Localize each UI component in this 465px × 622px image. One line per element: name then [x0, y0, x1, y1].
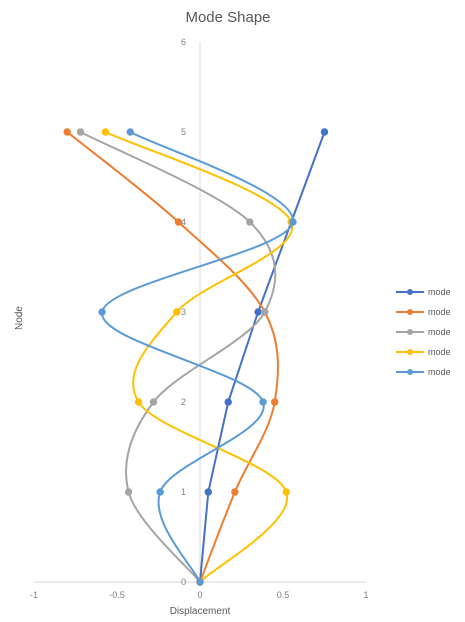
data-point	[127, 129, 133, 135]
data-point	[260, 399, 266, 405]
data-point	[255, 309, 261, 315]
legend-marker	[407, 349, 413, 355]
x-tick-label: 1	[363, 590, 368, 600]
y-tick-label: 0	[181, 577, 186, 587]
x-tick-labels: -1 -0.5 0 0.5 1	[30, 590, 369, 600]
data-point	[174, 309, 180, 315]
legend-marker	[407, 369, 413, 375]
data-point	[157, 489, 163, 495]
legend-entry: mode	[396, 327, 451, 337]
legend-label: mode	[428, 307, 451, 317]
legend-entry: mode	[396, 347, 451, 357]
legend-marker	[407, 309, 413, 315]
data-point	[197, 579, 203, 585]
axes	[34, 42, 366, 582]
data-point	[225, 399, 231, 405]
legend-marker	[407, 289, 413, 295]
legend-entry: mode	[396, 287, 451, 297]
series-5	[99, 129, 296, 585]
chart-title: Mode Shape	[185, 9, 270, 26]
data-point	[102, 129, 108, 135]
series-layer	[64, 129, 328, 585]
series-line	[105, 132, 292, 582]
y-tick-label: 2	[181, 397, 186, 407]
y-tick-labels: 0 1 2 3 4 5 6	[181, 37, 186, 587]
legend-marker	[407, 329, 413, 335]
x-tick-label: 0	[197, 590, 202, 600]
legend-entry: mode	[396, 307, 451, 317]
series-line	[67, 132, 278, 582]
series-2	[64, 129, 278, 585]
legend-label: mode	[428, 347, 451, 357]
data-point	[262, 309, 268, 315]
data-point	[321, 129, 327, 135]
legend-label: mode	[428, 367, 451, 377]
data-point	[290, 219, 296, 225]
data-point	[99, 309, 105, 315]
y-tick-label: 3	[181, 307, 186, 317]
y-tick-label: 5	[181, 127, 186, 137]
data-point	[135, 399, 141, 405]
data-point	[283, 489, 289, 495]
data-point	[77, 129, 83, 135]
data-point	[125, 489, 131, 495]
data-point	[150, 399, 156, 405]
y-axis-title: Node	[14, 306, 25, 330]
data-point	[232, 489, 238, 495]
y-tick-label: 4	[181, 217, 186, 227]
x-axis-title: Displacement	[170, 606, 231, 617]
legend-label: mode	[428, 287, 451, 297]
x-tick-label: -1	[30, 590, 38, 600]
y-tick-label: 6	[181, 37, 186, 47]
y-tick-label: 1	[181, 487, 186, 497]
legend-label: mode	[428, 327, 451, 337]
legend: mode mode mode mode mode	[396, 287, 451, 377]
data-point	[205, 489, 211, 495]
x-tick-label: -0.5	[109, 590, 125, 600]
data-point	[272, 399, 278, 405]
series-4	[102, 129, 294, 585]
x-tick-label: 0.5	[277, 590, 290, 600]
data-point	[247, 219, 253, 225]
data-point	[64, 129, 70, 135]
legend-entry: mode	[396, 367, 451, 377]
